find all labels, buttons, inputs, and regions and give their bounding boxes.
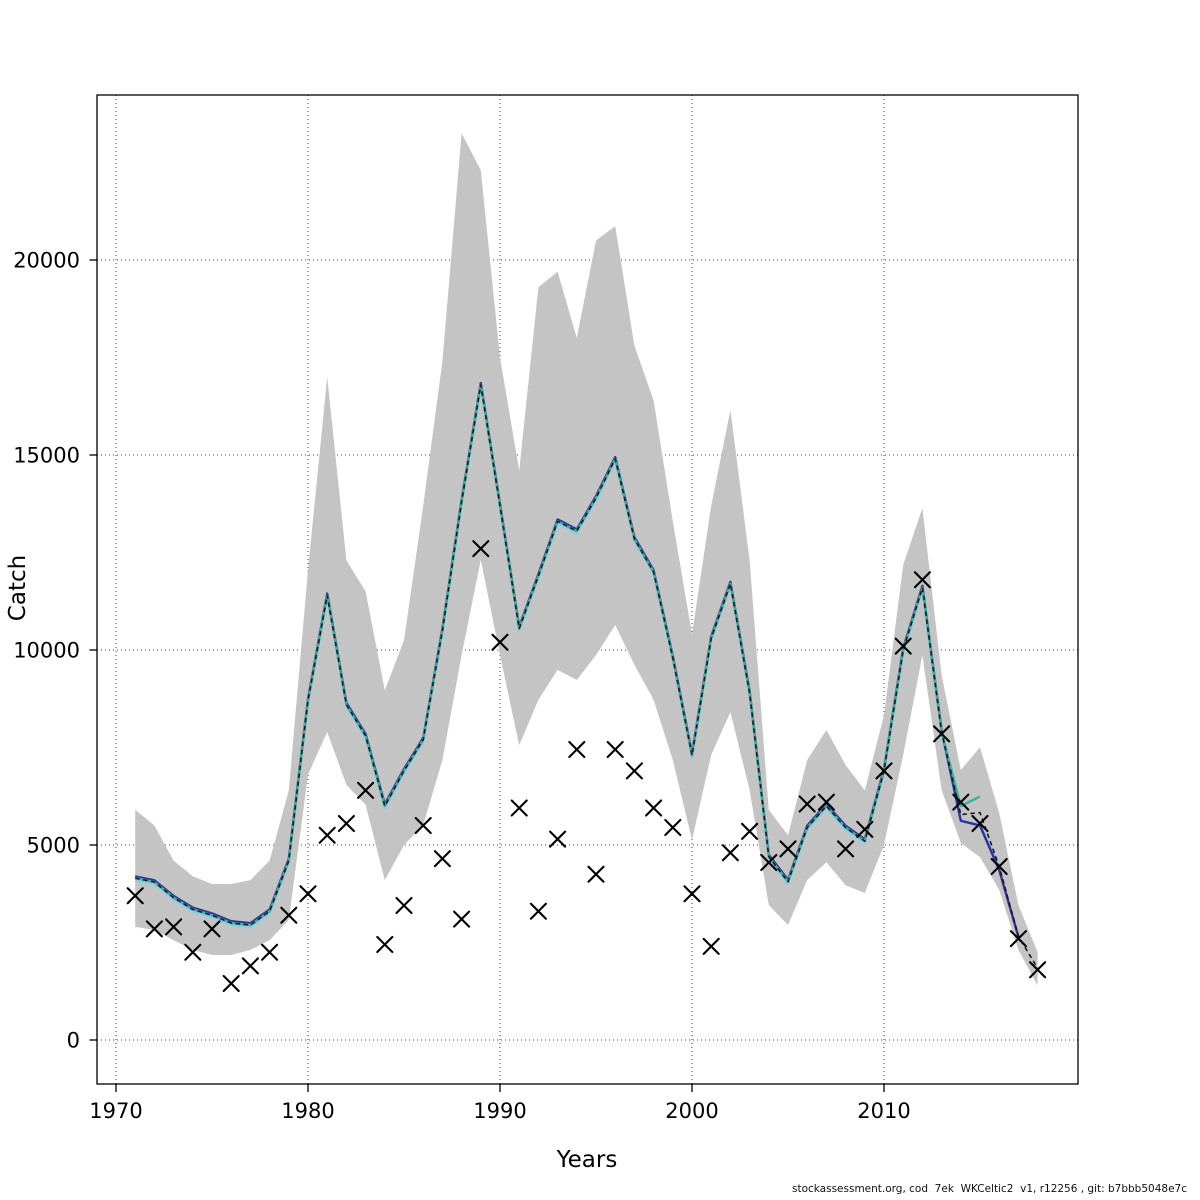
y-tick-label: 10000	[13, 639, 80, 663]
grid-lines	[97, 95, 1078, 1084]
x-tick-label: 2000	[665, 1099, 718, 1123]
plot-border	[96, 94, 1079, 1085]
confidence-band	[135, 133, 1038, 986]
x-axis-label: Years	[556, 1147, 618, 1173]
x-tick-label: 1980	[281, 1099, 334, 1123]
y-axis-label: Catch	[5, 554, 31, 622]
x-tick-label: 1970	[89, 1099, 142, 1123]
attribution-text: stockassessment.org, cod 7ek WKCeltic2 v…	[791, 1183, 1187, 1195]
y-tick-label: 0	[67, 1029, 80, 1053]
x-tick-label: 1990	[473, 1099, 526, 1123]
x-tick-label: 2010	[857, 1099, 910, 1123]
tick-labels: 1970 1980 1990 2000 2010 0 5000 10000 15000 20000	[13, 249, 911, 1124]
y-tick-label: 20000	[13, 249, 80, 273]
axis-ticks	[89, 259, 885, 1092]
y-tick-label: 5000	[27, 834, 80, 858]
observed-catch-markers	[126, 540, 1047, 993]
model-catch-current	[135, 384, 1039, 969]
y-tick-label: 15000	[13, 444, 80, 468]
